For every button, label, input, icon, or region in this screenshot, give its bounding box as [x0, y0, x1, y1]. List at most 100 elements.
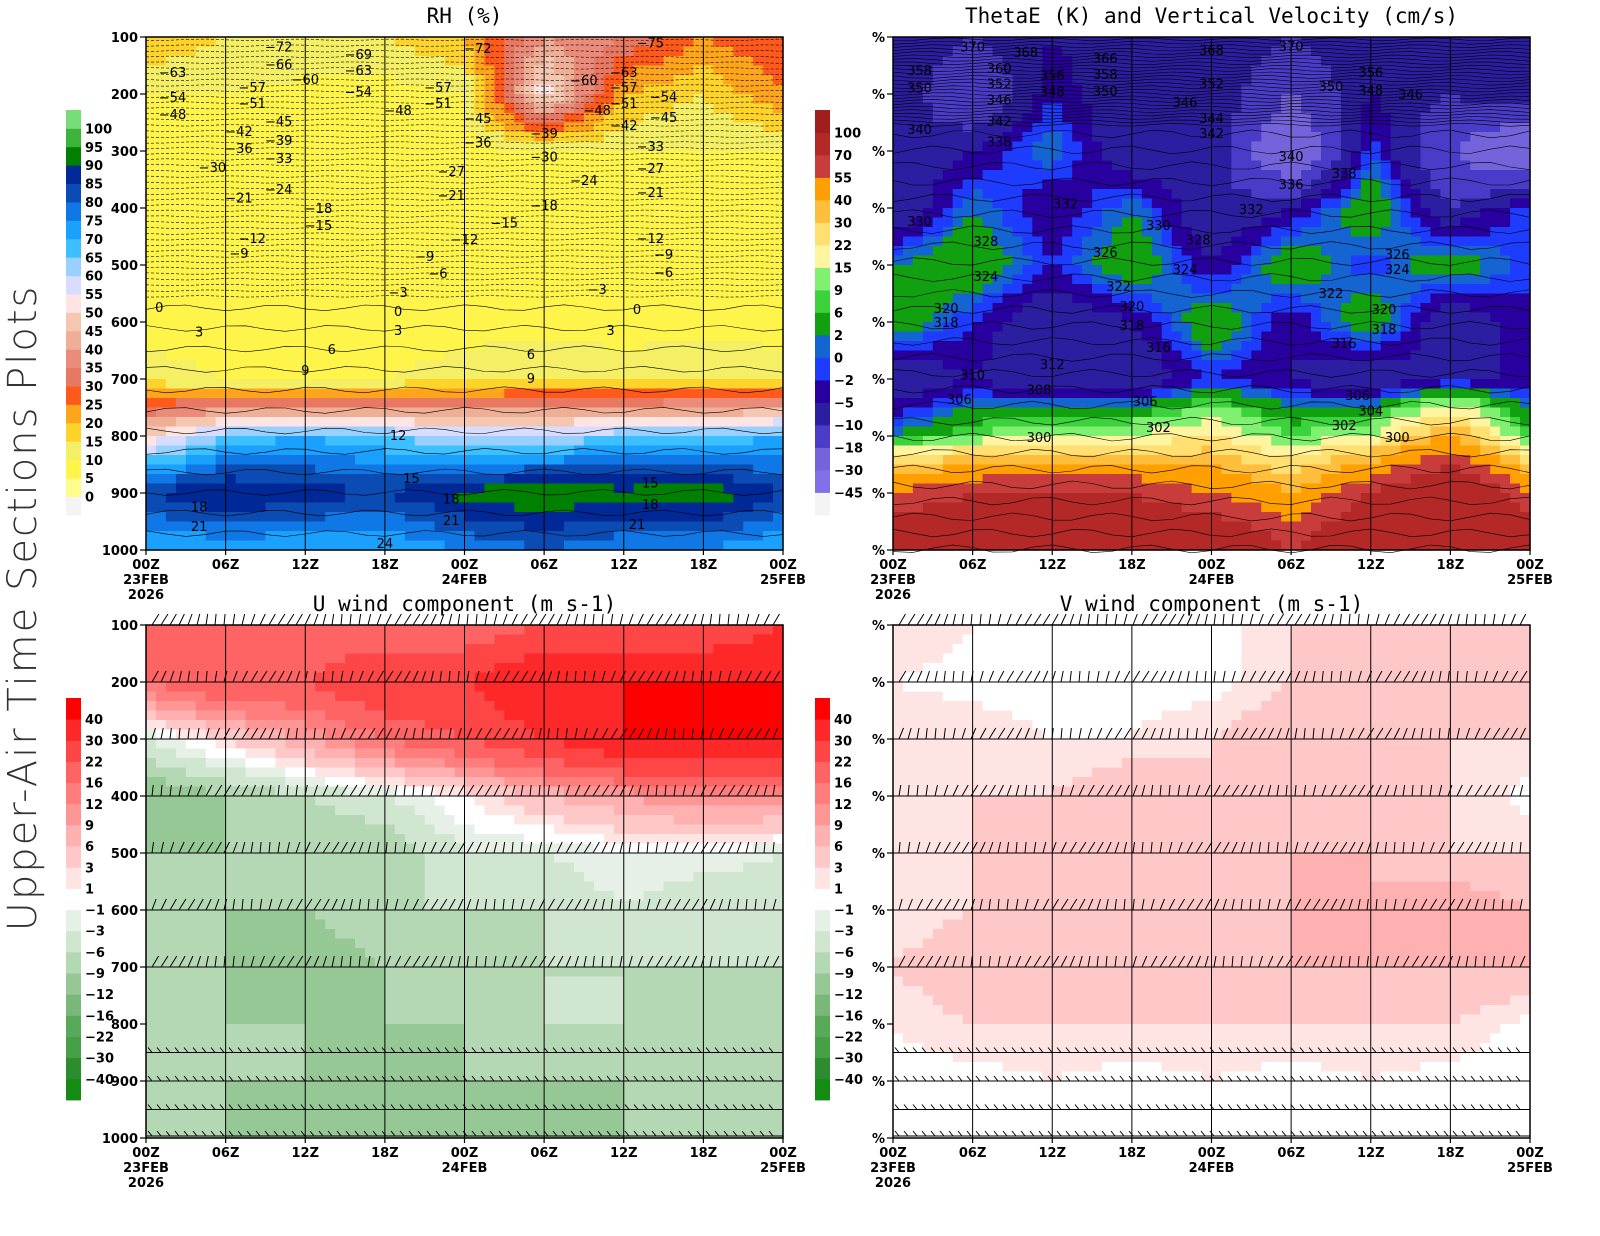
field-cell [464, 160, 476, 171]
field-cell [414, 151, 426, 162]
field-cell [305, 255, 316, 266]
field-cell [285, 179, 296, 190]
field-cell [713, 160, 724, 171]
field-cell [325, 246, 336, 257]
field-cell [325, 379, 336, 390]
field-cell [235, 103, 247, 114]
field-cell [544, 56, 555, 67]
y-tick-label: 1000 [102, 544, 138, 559]
field-cell [773, 65, 784, 76]
field-cell [484, 265, 495, 276]
field-cell [1480, 151, 1491, 162]
field-cell [315, 141, 326, 152]
field-cell [514, 75, 525, 86]
field-cell [524, 141, 535, 152]
field-cell [663, 350, 675, 361]
field-cell [494, 103, 505, 114]
field-cell [534, 369, 545, 380]
field-cell [623, 417, 635, 428]
field-cell [335, 379, 346, 390]
field-cell [235, 512, 247, 523]
field-cell [564, 151, 575, 162]
field-cell [444, 322, 456, 333]
field-cell [1450, 189, 1461, 200]
field-cell [1520, 198, 1531, 209]
field-cell [663, 103, 675, 114]
field-cell [464, 198, 476, 209]
field-cell [275, 293, 286, 304]
field-cell [265, 198, 276, 209]
field-cell [574, 417, 585, 428]
field-cell [623, 303, 635, 314]
field-cell [494, 246, 505, 257]
field-cell [1082, 113, 1093, 124]
field-cell [305, 540, 316, 551]
field-cell [325, 227, 336, 238]
field-cell [464, 502, 476, 513]
field-cell [215, 493, 227, 504]
field-cell [454, 407, 466, 418]
field-cell [365, 350, 376, 361]
field-cell [504, 426, 515, 437]
field-cell [474, 436, 486, 447]
field-cell [1171, 141, 1183, 152]
field-cell [235, 322, 247, 333]
field-cell [404, 284, 416, 295]
field-cell [903, 160, 914, 171]
field-cell [663, 227, 675, 238]
field-cell [1241, 151, 1252, 162]
field-cell [146, 502, 157, 513]
field-cell [1470, 217, 1481, 228]
field-cell [1281, 65, 1292, 76]
field-cell [494, 113, 505, 124]
field-cell [623, 132, 635, 143]
field-cell [195, 350, 207, 361]
field-cell [156, 160, 167, 171]
field-cell [1042, 179, 1053, 190]
field-cell [464, 388, 476, 399]
field-cell [374, 521, 386, 532]
field-cell [574, 75, 585, 86]
field-cell [265, 56, 276, 67]
field-cell [414, 274, 426, 285]
field-cell [1141, 189, 1153, 200]
contour-label: 21 [443, 514, 460, 529]
field-cell [514, 274, 525, 285]
field-cell [1082, 56, 1093, 67]
field-cell [653, 284, 665, 295]
field-cell [524, 151, 535, 162]
field-cell [474, 521, 486, 532]
field-cell [723, 417, 734, 428]
field-cell [613, 208, 625, 219]
field-cell [623, 398, 635, 409]
field-cell [693, 284, 704, 295]
field-cell [524, 312, 535, 323]
field-cell [245, 132, 257, 143]
field-cell [534, 94, 545, 105]
field-cell [185, 426, 197, 437]
field-cell [1271, 208, 1282, 219]
field-cell [564, 293, 575, 304]
field-cell [683, 284, 695, 295]
field-cell [1480, 75, 1491, 86]
field-cell [544, 369, 555, 380]
field-cell [504, 227, 515, 238]
field-cell [394, 398, 406, 409]
field-cell [1072, 37, 1083, 48]
field-cell [315, 246, 326, 257]
field-cell [1112, 208, 1123, 219]
field-cell [544, 303, 555, 314]
field-cell [1131, 208, 1143, 219]
field-cell [713, 94, 724, 105]
field-cell [454, 75, 466, 86]
field-cell [484, 160, 495, 171]
field-cell [603, 284, 615, 295]
field-cell [643, 189, 655, 200]
field-cell [1201, 217, 1213, 228]
field-cell [365, 284, 376, 295]
field-cell [723, 274, 734, 285]
field-cell [753, 265, 764, 276]
field-cell [1420, 122, 1432, 133]
field-cell [225, 474, 237, 485]
field-cell [444, 189, 456, 200]
